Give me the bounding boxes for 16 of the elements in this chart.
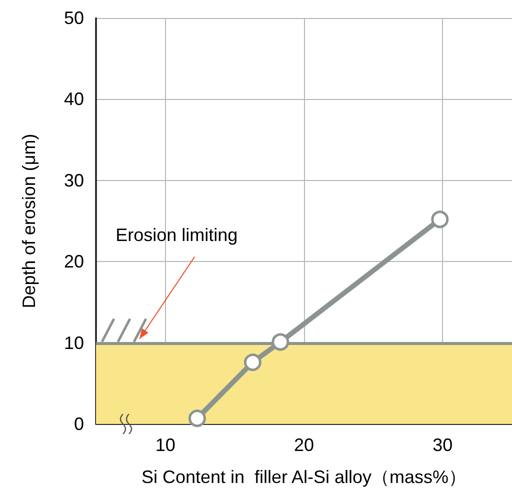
point <box>272 333 290 351</box>
point <box>188 410 206 428</box>
y-tick-label: 30 <box>64 170 84 190</box>
y-tick-label: 50 <box>64 8 84 28</box>
annotation: Erosion limiting <box>116 224 238 245</box>
x-tick-label: 30 <box>432 435 453 455</box>
x-tick-label: 20 <box>294 435 314 455</box>
y-tick-label: 40 <box>64 89 84 110</box>
y-tick-label: 0 <box>74 414 84 434</box>
point <box>431 210 449 228</box>
point <box>244 354 262 372</box>
y-tick-label: 20 <box>64 252 84 272</box>
y-tick-label: 10 <box>64 332 84 353</box>
x-tick-label: 10 <box>155 435 176 455</box>
x-axis-title: Si Content in filler Al-Si alloy（mass%） <box>141 467 467 487</box>
y-axis-title: Depth of erosion (μm) <box>19 134 39 308</box>
